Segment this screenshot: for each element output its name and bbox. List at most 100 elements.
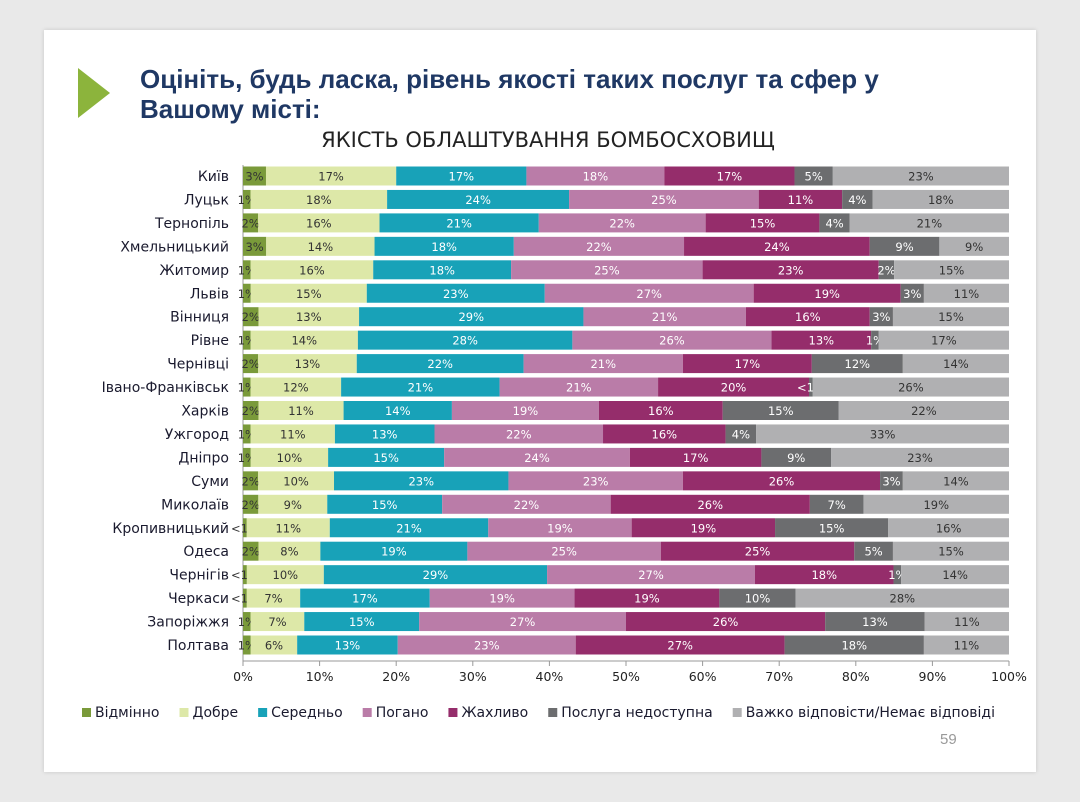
data-label: 14% [942, 568, 968, 582]
chart-title: ЯКІСТЬ ОБЛАШТУВАННЯ БОМБОСХОВИЩ [321, 128, 775, 152]
bar-segment [250, 377, 342, 397]
data-label: 21% [652, 310, 678, 324]
data-label: 2% [242, 498, 260, 512]
bar-segment [320, 541, 468, 561]
bar-segment [243, 588, 247, 608]
data-label: 26% [659, 334, 685, 348]
x-tick-label: 90% [919, 669, 947, 684]
data-label: 26% [697, 498, 723, 512]
data-label: 12% [845, 357, 871, 371]
data-label: 17% [717, 170, 743, 184]
green-triangle-icon [78, 68, 110, 118]
data-label: 14% [943, 357, 969, 371]
data-label: 33% [870, 427, 896, 441]
legend-label: Добре [193, 705, 239, 721]
data-label: 27% [510, 615, 536, 629]
category-label: Івано-Франківськ [102, 380, 229, 396]
bar-segment [434, 424, 604, 444]
data-label: 17% [449, 170, 475, 184]
data-label: 21% [566, 381, 592, 395]
category-label: Львів [190, 286, 229, 302]
category-label: Ужгород [165, 427, 229, 443]
bar-segment [523, 354, 683, 374]
bar-segment [863, 494, 1009, 514]
data-label: 9% [284, 498, 302, 512]
bar-segment [243, 447, 251, 467]
data-label: 13% [296, 310, 322, 324]
x-tick-label: 40% [536, 669, 564, 684]
bar-segment [794, 166, 833, 186]
x-tick-label: 100% [991, 669, 1027, 684]
data-label: 22% [506, 427, 532, 441]
bar-segment [572, 330, 772, 350]
data-label: 15% [819, 521, 845, 535]
data-label: 24% [524, 451, 550, 465]
category-label: Миколаїв [161, 497, 229, 513]
data-label: 15% [296, 287, 322, 301]
bar-segment [429, 588, 575, 608]
legend-swatch [362, 708, 372, 717]
bar-segment [819, 213, 850, 233]
data-label: 26% [898, 381, 924, 395]
bar-segment [526, 166, 665, 186]
bar-segment [357, 330, 573, 350]
data-label: 13% [862, 615, 888, 629]
bar-segment [775, 518, 889, 538]
bar-segment [250, 612, 305, 632]
bar-segment [629, 447, 762, 467]
bar-segment [626, 612, 826, 632]
bar-segment [396, 166, 527, 186]
data-label: 11% [954, 615, 980, 629]
bar-segment [297, 635, 398, 655]
bar-segment [258, 307, 360, 327]
bar-segment [499, 377, 659, 397]
category-label: Полтава [167, 638, 229, 654]
bar-segment [684, 236, 870, 256]
category-label: Луцьк [184, 192, 229, 208]
bar-segment [243, 377, 251, 397]
bar-segment [250, 260, 374, 280]
bar-segment [664, 166, 795, 186]
data-label: 22% [911, 404, 937, 418]
data-label: 26% [713, 615, 739, 629]
bar-segment [419, 612, 626, 632]
bar-segment [250, 424, 335, 444]
bar-segment [811, 354, 903, 374]
bar-segment [246, 588, 301, 608]
category-label: Дніпро [178, 450, 229, 466]
data-label: 24% [764, 240, 790, 254]
bar-segment [871, 330, 879, 350]
data-label: 17% [352, 592, 378, 606]
bar-segment [832, 166, 1009, 186]
data-label: 7% [268, 615, 286, 629]
data-label: 19% [814, 287, 840, 301]
bar-segment [356, 354, 524, 374]
data-label: 4% [732, 427, 750, 441]
data-label: 13% [372, 427, 398, 441]
legend-swatch [732, 708, 742, 717]
category-label: Тернопіль [154, 216, 229, 232]
legend-label: Важко відповісти/Немає відповіді [746, 705, 995, 721]
data-label: 16% [648, 404, 674, 418]
data-label: 2% [242, 310, 260, 324]
data-label: 17% [735, 357, 761, 371]
bar-segment [243, 565, 247, 585]
x-tick-label: 0% [233, 669, 253, 684]
data-label: 24% [465, 193, 491, 207]
data-label: 16% [795, 310, 821, 324]
bar-segment [442, 494, 611, 514]
data-label: 13% [809, 334, 835, 348]
page-number: 59 [940, 731, 957, 748]
bar-segment [598, 401, 723, 420]
category-label: Рівне [191, 333, 229, 349]
bar-segment [243, 354, 259, 374]
legend-label: Жахливо [461, 705, 528, 721]
data-label: 22% [586, 240, 612, 254]
data-label: 15% [939, 263, 965, 277]
bar-segment [513, 236, 685, 256]
data-label: 23% [907, 451, 933, 465]
bar-segment [250, 635, 298, 655]
data-label: 10% [745, 592, 771, 606]
category-label: Кропивницький [112, 521, 229, 537]
